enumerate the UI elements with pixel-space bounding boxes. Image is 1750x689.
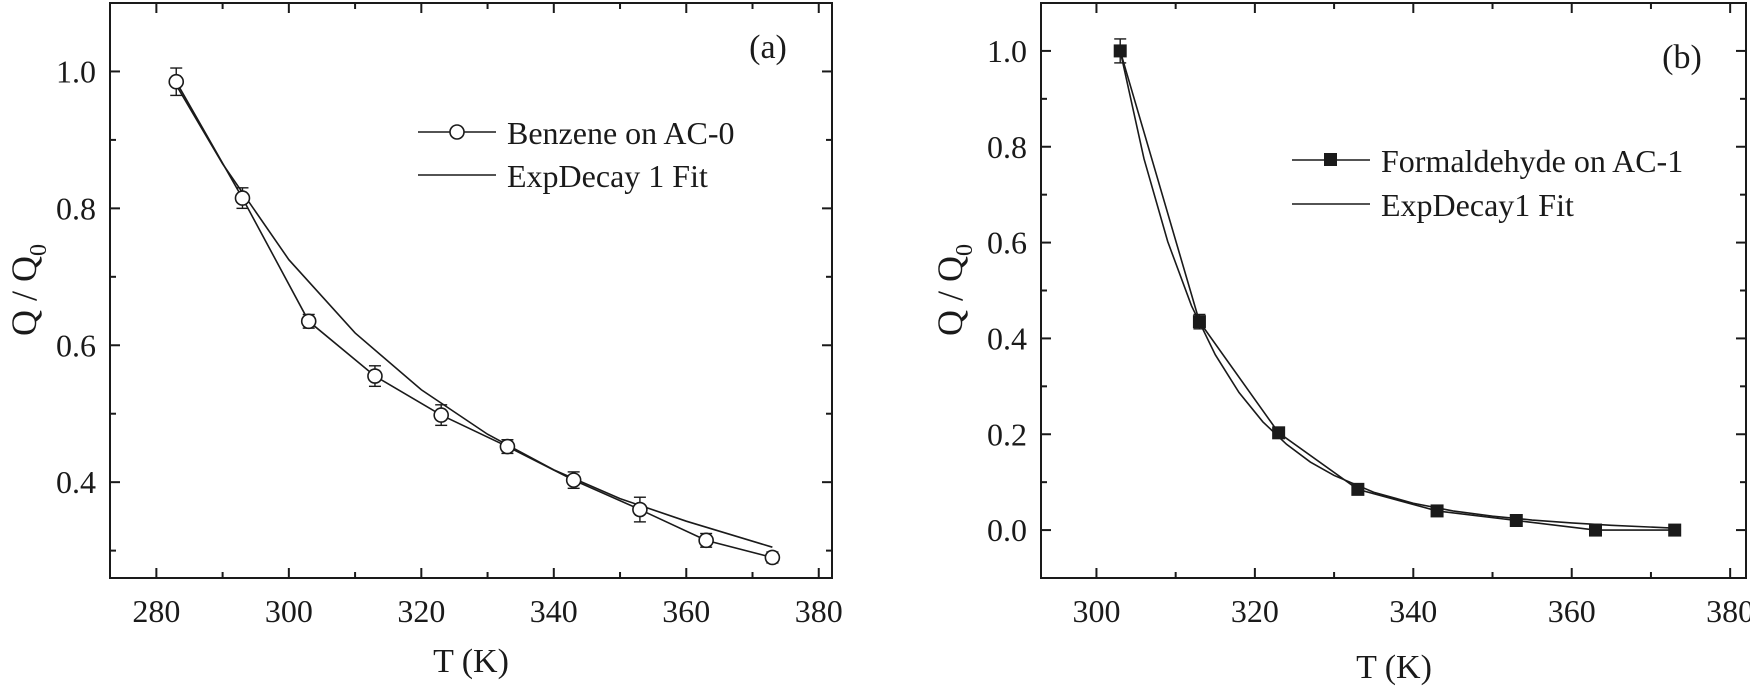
panel-b-frame [1040, 2, 1747, 579]
panel-b-legend-marker-1 [1324, 153, 1337, 166]
panel-a-data-point [499, 438, 516, 455]
panel-b-ytick-label: 0.8 [987, 129, 1027, 165]
panel-a-data-point [168, 73, 185, 90]
panel-b-xtick-label: 360 [1548, 593, 1596, 629]
panel-b-data-line [1119, 50, 1675, 531]
panel-b-ylabel-group: Q / Q0 [930, 244, 978, 336]
panel-a-data-point [367, 368, 383, 384]
panel-a-label: (a) [749, 29, 787, 66]
panel-a-data-point [300, 313, 317, 330]
panel-a-xtick-label: 300 [265, 593, 313, 629]
panel-a-legend-marker-1 [449, 124, 465, 140]
panel-a-xtick-label: 280 [132, 593, 180, 629]
panel-b-fit-curve [1119, 50, 1675, 529]
panel-b-data-point [1192, 315, 1206, 329]
panel-a-data-group [168, 67, 781, 566]
panel-a-ylabel: Q / Q0 [4, 244, 52, 336]
panel-b-ytick-label: 0.0 [987, 512, 1027, 548]
panel-b-xlabel: T (K) [1356, 649, 1432, 686]
panel-b-ylabel: Q / Q0 [930, 244, 978, 336]
panel-a-data-point [698, 532, 714, 549]
panel-b-xtick-label: 320 [1231, 593, 1279, 629]
panel-b-ticks: 300 320 340 360 380 0.0 0.2 0.4 0.6 0.8 1.0 [987, 3, 1750, 629]
panel-b-data-point [1430, 504, 1444, 518]
panel-b-data-point [1272, 426, 1286, 440]
panel-a-fit-curve [175, 84, 773, 548]
panel-b-legend-label-1: Formaldehyde on AC-1 [1381, 143, 1683, 179]
panel-a-xtick-label: 380 [795, 593, 843, 629]
panel-b-ytick-label: 1.0 [987, 33, 1027, 69]
panel-a: 280 300 320 340 360 380 0.4 0.6 0.8 1.0 (a) T (K)… [4, 2, 843, 680]
panel-b-ytick-label: 0.6 [987, 225, 1027, 261]
panel-a-ytick-label: 1.0 [56, 53, 96, 89]
panel-a-ytick-label: 0.4 [56, 464, 96, 500]
panel-b-legend: Formaldehyde on AC-1 ExpDecay1 Fit [1292, 143, 1683, 223]
panel-a-xtick-label: 360 [662, 593, 710, 629]
panel-b-data-group [1113, 38, 1682, 537]
panel-a-data-line [175, 81, 773, 559]
panel-a-data-point [764, 549, 781, 566]
panel-b-fit-group [1119, 50, 1675, 529]
panel-a-ticks: 280 300 320 340 360 380 0.4 0.6 0.8 1.0 [56, 3, 843, 629]
panel-b-data-point [1668, 523, 1682, 537]
panel-b-data-point [1351, 482, 1365, 496]
panel-a-data-point [234, 190, 251, 206]
panel-a-xtick-label: 340 [530, 593, 578, 629]
panel-a-frame [109, 2, 833, 579]
panel-b: 300 320 340 360 380 0.0 0.2 0.4 0.6 0.8 1.0 (b) T … [930, 2, 1750, 686]
panel-a-legend-label-2: ExpDecay 1 Fit [507, 158, 708, 194]
panel-a-fit-group [175, 84, 773, 548]
panel-b-ytick-label: 0.2 [987, 416, 1027, 452]
panel-a-ytick-label: 0.6 [56, 327, 96, 363]
panel-a-xtick-label: 320 [397, 593, 445, 629]
panel-b-data-point [1113, 44, 1127, 58]
panel-a-xlabel: T (K) [433, 643, 509, 680]
panel-b-data-point [1509, 514, 1523, 527]
panel-a-data-point [565, 472, 582, 488]
panel-b-xtick-label: 300 [1072, 593, 1120, 629]
panel-b-xtick-label: 380 [1706, 593, 1750, 629]
panel-b-data-point [1588, 523, 1602, 537]
panel-a-legend: Benzene on AC-0 ExpDecay 1 Fit [418, 115, 735, 194]
panel-b-label: (b) [1662, 39, 1702, 76]
panel-b-ylabel-subscript: 0 [952, 244, 978, 256]
panel-a-legend-label-1: Benzene on AC-0 [507, 115, 735, 151]
panel-a-ytick-label: 0.8 [56, 190, 96, 226]
panel-b-legend-label-2: ExpDecay1 Fit [1381, 187, 1574, 223]
panel-b-ytick-label: 0.4 [987, 320, 1027, 356]
panel-a-data-point [433, 407, 449, 423]
panel-a-data-point [632, 501, 648, 518]
panel-a-ylabel-group: Q / Q0 [4, 244, 52, 336]
panel-a-ylabel-subscript: 0 [26, 244, 52, 256]
panel-b-xtick-label: 340 [1389, 593, 1437, 629]
